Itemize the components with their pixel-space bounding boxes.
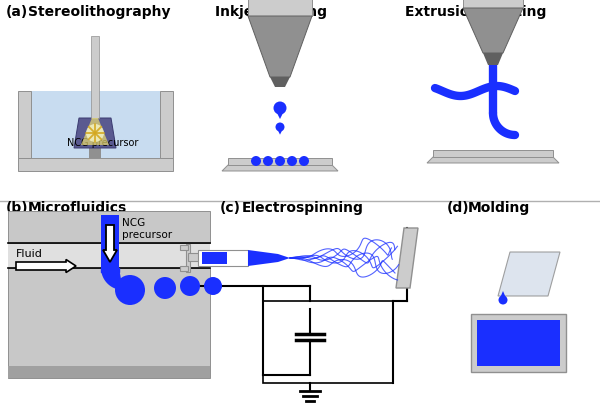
Polygon shape [18, 91, 31, 158]
Circle shape [299, 156, 309, 166]
Polygon shape [160, 91, 173, 158]
Text: Molding: Molding [468, 201, 530, 215]
Text: Microfluidics: Microfluidics [28, 201, 127, 215]
Polygon shape [463, 0, 523, 8]
FancyArrow shape [16, 260, 76, 272]
Text: NCG
precursor: NCG precursor [122, 218, 172, 240]
Polygon shape [74, 118, 116, 148]
Text: (d): (d) [447, 201, 470, 215]
Bar [248, 254, 278, 262]
Text: Extrusion printing: Extrusion printing [405, 5, 547, 19]
Text: (c): (c) [220, 201, 241, 215]
Polygon shape [498, 252, 560, 296]
Polygon shape [248, 16, 312, 77]
Polygon shape [248, 250, 278, 266]
FancyArrow shape [103, 225, 117, 262]
Polygon shape [277, 128, 283, 135]
Bar [188, 253, 238, 261]
Polygon shape [8, 366, 210, 378]
Text: Inkjet printing: Inkjet printing [215, 5, 327, 19]
Circle shape [499, 295, 508, 305]
Polygon shape [89, 148, 101, 158]
Polygon shape [8, 243, 210, 268]
Polygon shape [101, 215, 119, 268]
Polygon shape [248, 0, 312, 16]
Polygon shape [81, 118, 109, 145]
Text: Stereolithography: Stereolithography [28, 5, 170, 19]
Circle shape [275, 156, 285, 166]
Circle shape [204, 277, 222, 295]
Circle shape [287, 156, 297, 166]
Circle shape [115, 275, 145, 305]
Polygon shape [8, 268, 210, 378]
Text: (b): (b) [6, 201, 29, 215]
Bar [180, 245, 188, 250]
Polygon shape [396, 228, 418, 288]
Bar [91, 36, 99, 118]
Polygon shape [278, 254, 290, 262]
Bar [477, 320, 560, 366]
Bar [471, 314, 566, 372]
Bar [202, 252, 227, 264]
Polygon shape [101, 268, 123, 290]
Polygon shape [275, 110, 284, 119]
Polygon shape [427, 157, 559, 163]
Bar [180, 266, 188, 271]
Polygon shape [228, 158, 332, 165]
Bar [263, 301, 393, 383]
Text: Fluid: Fluid [16, 249, 43, 259]
Circle shape [263, 156, 273, 166]
Polygon shape [222, 165, 338, 171]
Polygon shape [483, 53, 503, 65]
Polygon shape [463, 8, 523, 53]
Polygon shape [8, 211, 210, 243]
Circle shape [154, 277, 176, 299]
Polygon shape [433, 150, 553, 157]
Bar [186, 244, 190, 272]
Polygon shape [18, 158, 173, 171]
Circle shape [275, 123, 284, 131]
Polygon shape [31, 91, 160, 158]
Polygon shape [270, 77, 290, 87]
Bar [198, 250, 248, 266]
Circle shape [86, 124, 104, 142]
Circle shape [251, 156, 261, 166]
Text: (a): (a) [6, 5, 28, 19]
Text: Electrospinning: Electrospinning [242, 201, 364, 215]
Polygon shape [500, 291, 506, 298]
Circle shape [180, 276, 200, 296]
Circle shape [274, 102, 287, 114]
Text: NCG precursor: NCG precursor [67, 138, 139, 148]
